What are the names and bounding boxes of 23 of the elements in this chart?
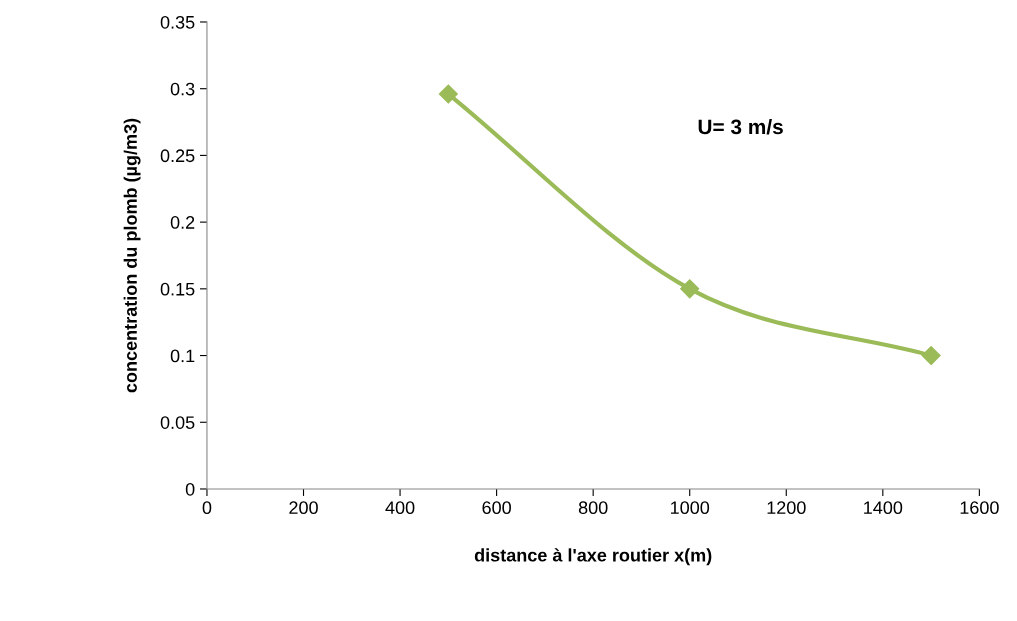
x-tick-label: 1400 bbox=[864, 501, 903, 515]
y-tick-label: 0.1 bbox=[170, 349, 195, 363]
point bbox=[921, 346, 941, 366]
annotation: U= 3 m/s bbox=[698, 118, 783, 135]
x-tick-label: 400 bbox=[385, 501, 415, 515]
y-tick-label: 0.35 bbox=[160, 15, 195, 29]
x-tick-label: 1200 bbox=[767, 501, 806, 515]
x-tick-label: 0 bbox=[202, 501, 212, 515]
y-axis-title: concentration du plomb (µg/m3) bbox=[123, 118, 141, 393]
y-tick-label: 0.15 bbox=[160, 282, 195, 296]
x-tick-label: 600 bbox=[482, 501, 511, 515]
y-tick-label: 0 bbox=[185, 482, 195, 496]
point bbox=[438, 84, 458, 104]
x-axis-title: distance à l'axe routier x(m) bbox=[474, 548, 712, 566]
x-tick-label: 1600 bbox=[960, 501, 999, 515]
x-tick-label: 800 bbox=[578, 501, 608, 515]
y-tick-label: 0.05 bbox=[160, 416, 195, 429]
x-tick-label: 200 bbox=[289, 501, 318, 515]
y-tick-label: 0.3 bbox=[170, 82, 195, 96]
point bbox=[680, 279, 700, 299]
y-tick-label: 0.25 bbox=[160, 149, 195, 163]
x-tick-label: 1000 bbox=[671, 501, 710, 515]
y-tick-label: 0.2 bbox=[170, 216, 195, 229]
